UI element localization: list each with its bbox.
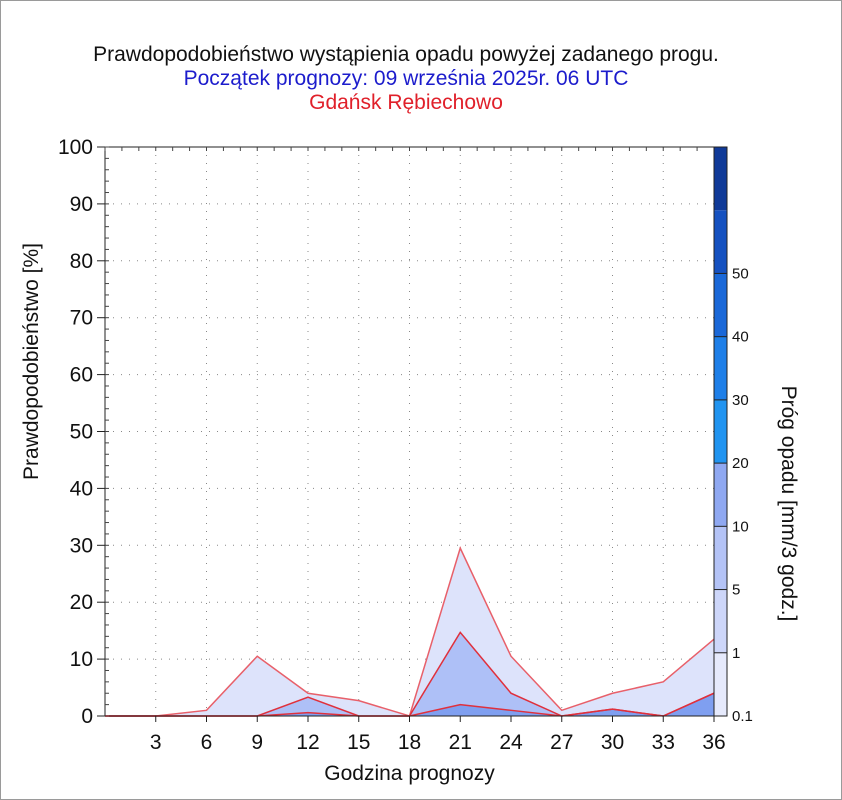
chart-subtitle: Początek prognozy: 09 września 2025r. 06… — [183, 67, 629, 90]
x-tick-label: 30 — [601, 731, 624, 754]
x-tick-label: 6 — [201, 731, 213, 754]
y-tick-label: 10 — [70, 648, 93, 671]
colorbar-label-text: 1 — [732, 645, 740, 662]
x-tick-label: 9 — [251, 731, 263, 754]
x-tick-label: 33 — [652, 731, 675, 754]
chart-location: Gdańsk Rębiechowo — [309, 91, 503, 114]
colorbar-label-text: 20 — [732, 455, 749, 472]
colorbar-label-text: 10 — [732, 518, 749, 535]
colorbar-segment — [714, 336, 727, 400]
colorbar-segment — [714, 399, 727, 464]
x-tick-label: 18 — [398, 731, 421, 754]
colorbar: 0.1 1 5 10 20 30 40 50 — [713, 146, 753, 725]
colorbar-label-text: 30 — [732, 392, 749, 409]
colorbar-segment — [714, 526, 727, 590]
y-tick-label: 80 — [70, 250, 93, 273]
colorbar-segment — [714, 652, 727, 716]
x-axis-label: Godzina prognozy — [324, 762, 495, 785]
x-tick-label: 15 — [347, 731, 370, 754]
y-tick-label: 100 — [58, 136, 93, 159]
y-tick-label: 90 — [70, 193, 93, 216]
colorbar-label-text: 40 — [732, 329, 749, 346]
grid-lines — [105, 147, 715, 716]
colorbar-label-text: 5 — [732, 582, 740, 599]
colorbar-label-text: 0.1 — [732, 708, 753, 725]
y-tick-label: 70 — [70, 307, 93, 330]
y-tick-label: 60 — [70, 364, 93, 387]
x-tick-label: 24 — [499, 731, 523, 754]
series-area-0.1 — [105, 548, 714, 716]
series-lines — [105, 546, 715, 717]
y-tick-label: 20 — [70, 591, 93, 614]
y-tick-label: 50 — [70, 421, 93, 444]
colorbar-segment — [714, 589, 727, 653]
series-areas — [105, 548, 714, 716]
y-tick-label: 0 — [81, 705, 93, 728]
y-ticks: 0 10 20 30 40 50 60 70 80 90 100 — [58, 136, 109, 728]
chart-title: Prawdopodobieństwo wystąpienia opadu pow… — [93, 43, 719, 66]
y-axis-label: Prawdopodobieństwo [%] — [20, 243, 43, 480]
y-tick-label: 40 — [70, 477, 93, 500]
x-tick-label: 3 — [150, 731, 162, 754]
colorbar-segment — [714, 147, 727, 211]
x-tick-label: 12 — [296, 731, 319, 754]
x-tick-label: 36 — [702, 731, 725, 754]
colorbar-label-text: 50 — [732, 265, 749, 282]
y-tick-label: 30 — [70, 534, 93, 557]
colorbar-segment — [714, 463, 727, 527]
colorbar-segment — [714, 273, 727, 337]
x-ticks: 3 6 9 12 15 18 21 24 27 30 33 36 — [104, 147, 726, 754]
x-tick-label: 27 — [550, 731, 573, 754]
colorbar-label: Próg opadu [mm/3 godz.] — [777, 386, 800, 622]
colorbar-segment — [714, 210, 727, 274]
x-tick-label: 21 — [449, 731, 472, 754]
series-line-0.1 — [105, 546, 715, 717]
